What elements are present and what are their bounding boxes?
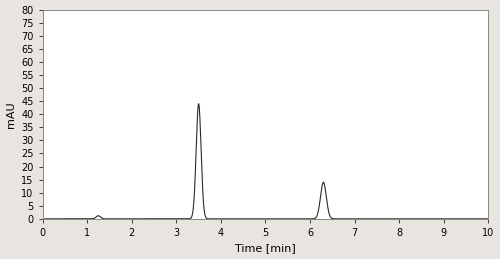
X-axis label: Time [min]: Time [min] xyxy=(235,243,296,254)
Y-axis label: mAU: mAU xyxy=(6,101,16,127)
